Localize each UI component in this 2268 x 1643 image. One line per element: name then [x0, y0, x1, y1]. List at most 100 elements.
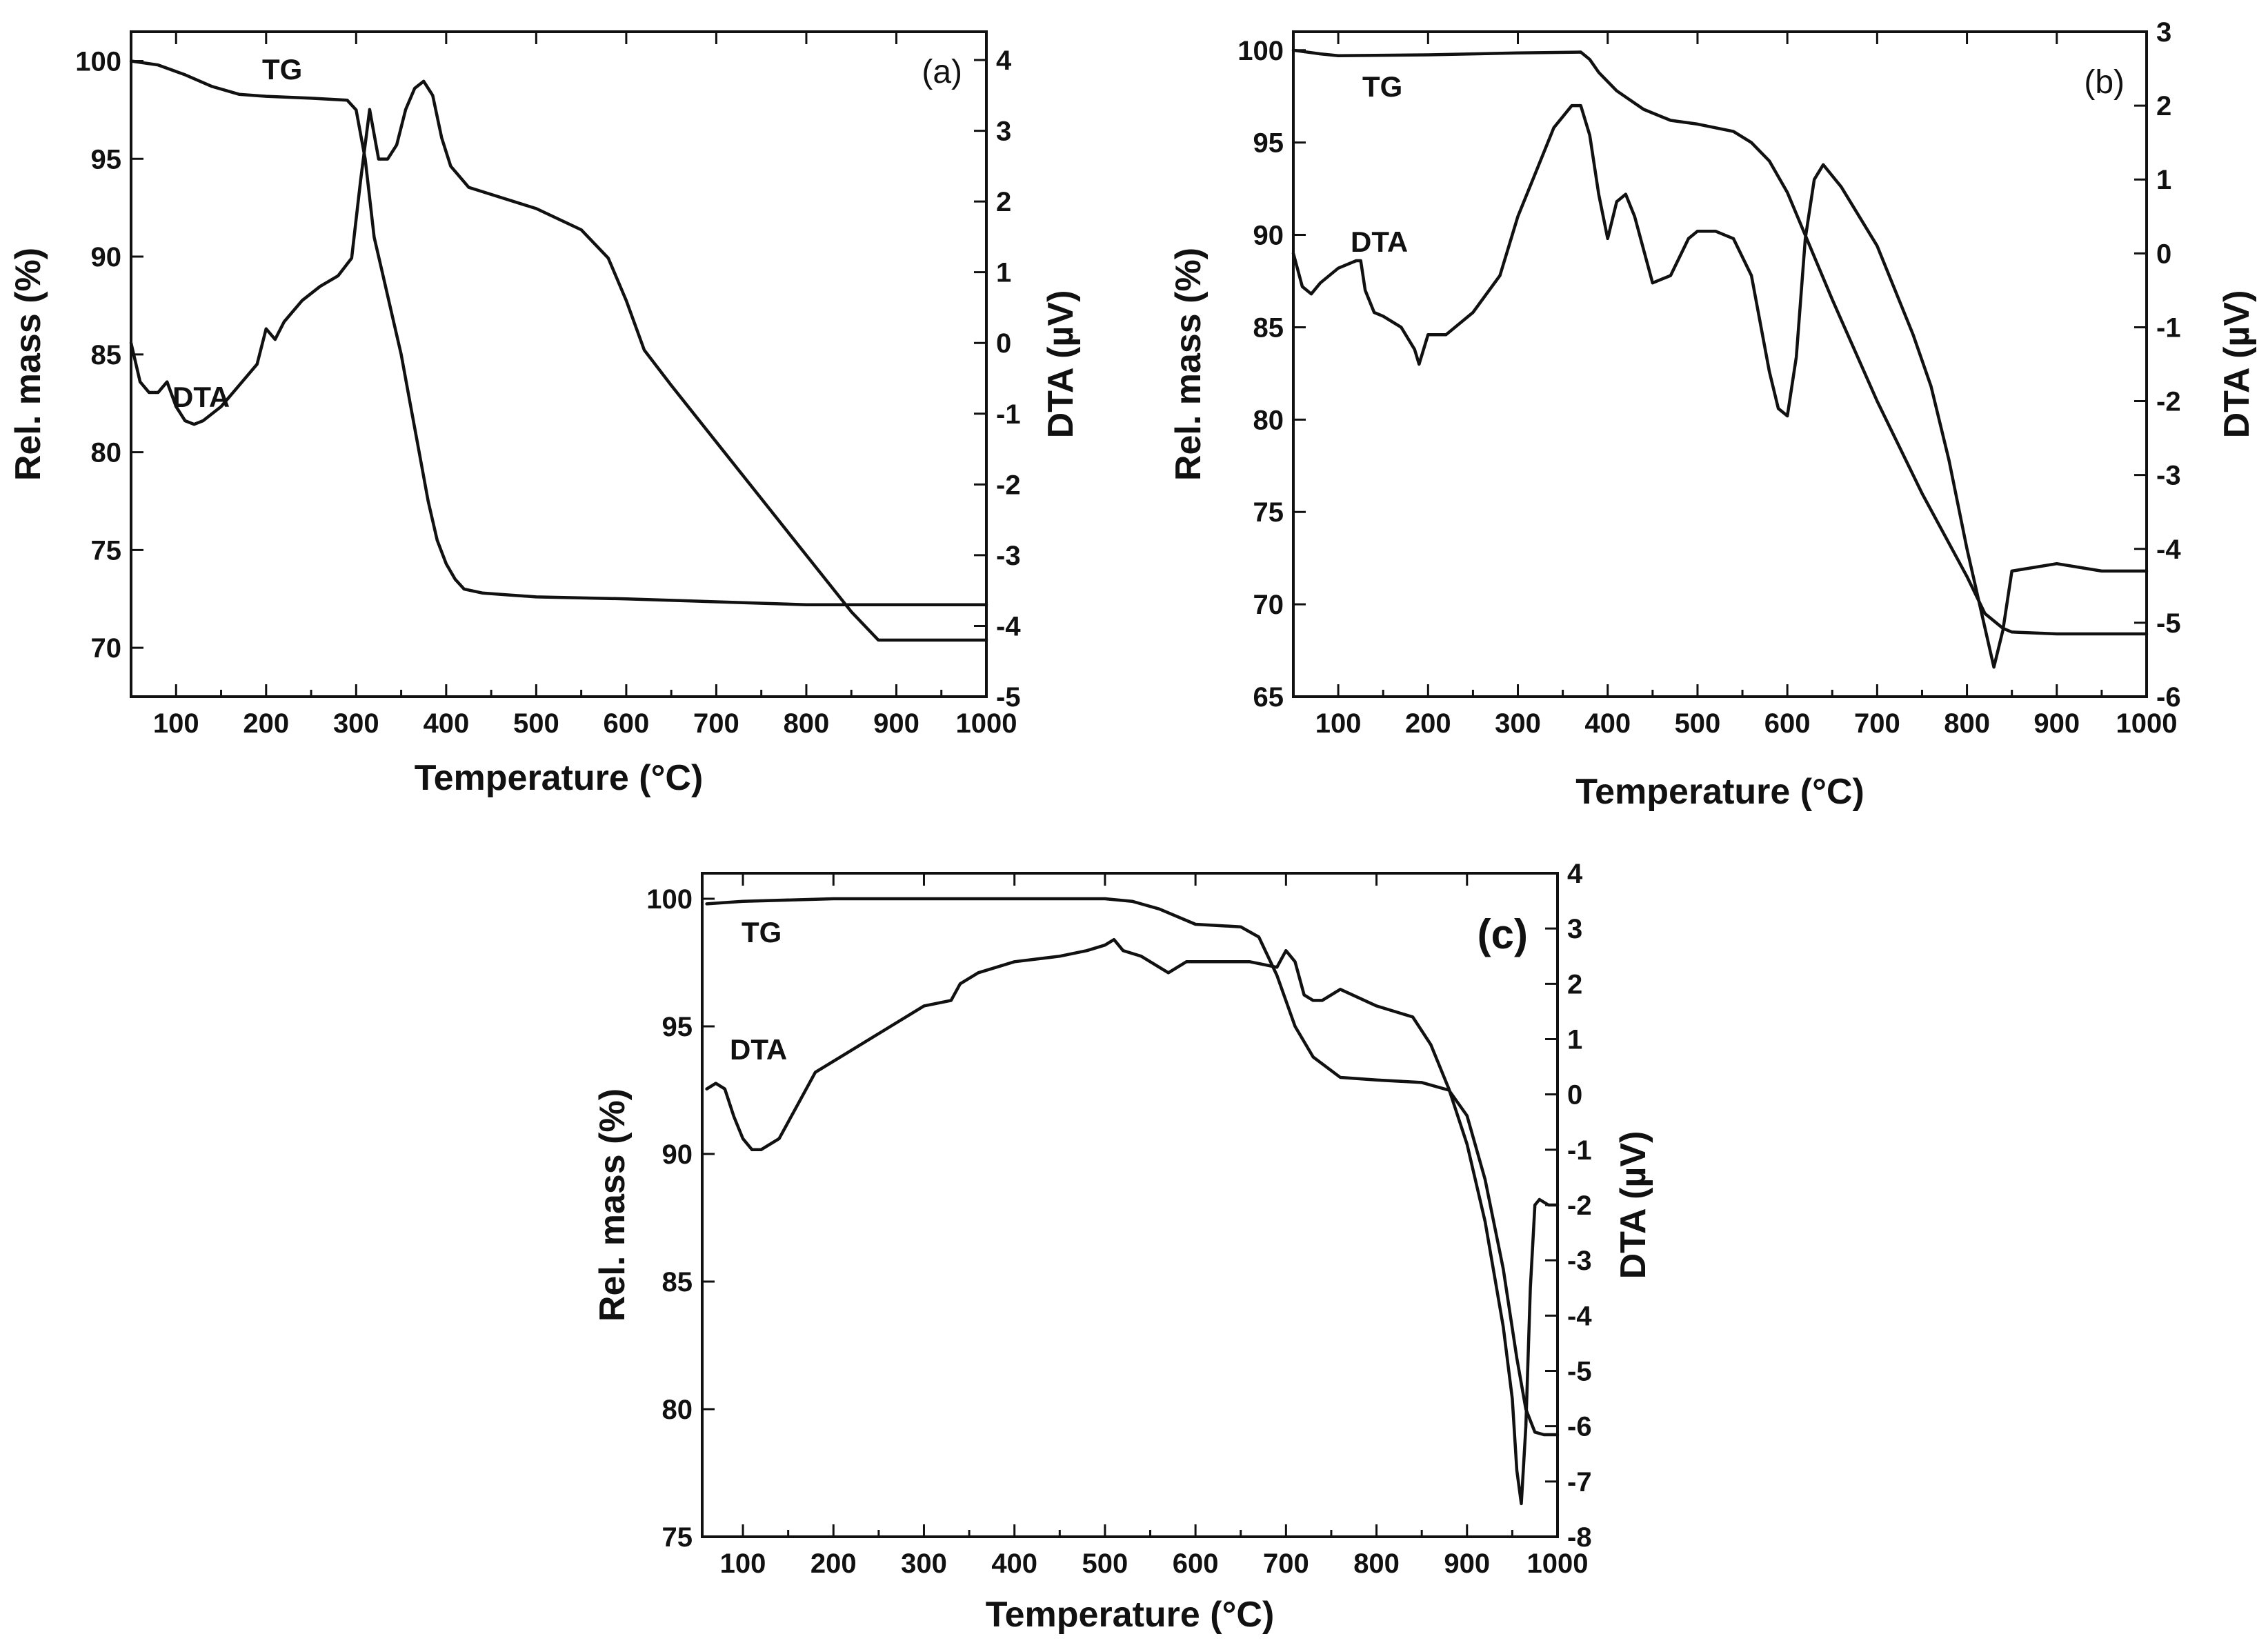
series-line-tg	[129, 59, 988, 606]
series-label-dta: DTA	[1351, 226, 1408, 258]
y2-tick-label: 1	[996, 258, 1011, 288]
x-tick-label: 700	[693, 708, 739, 739]
y-tick-label: 95	[91, 144, 122, 175]
x-axis-title: Temperature (°C)	[1575, 772, 1864, 812]
x-tick-label: 400	[1584, 708, 1631, 739]
y-tick-label: 75	[1253, 497, 1284, 528]
series-label-tg: TG	[262, 53, 302, 86]
panel-label: (b)	[2084, 64, 2125, 101]
y-tick-label: 85	[662, 1267, 693, 1297]
y2-tick-label: -3	[996, 541, 1021, 571]
x-axis-title: Temperature (°C)	[986, 1595, 1275, 1635]
y-tick-label: 90	[91, 242, 122, 272]
series-label-dta: DTA	[730, 1033, 787, 1066]
x-tick-label: 800	[1944, 708, 1990, 739]
y-tick-label: 65	[1253, 682, 1284, 713]
x-tick-label: 1000	[2116, 708, 2178, 739]
x-tick-label: 1000	[1527, 1549, 1589, 1579]
y-axis-title: Rel. mass (%)	[8, 248, 48, 481]
y2-tick-label: -1	[2156, 312, 2181, 343]
y2-tick-label: -3	[1567, 1246, 1592, 1276]
y-tick-label: 85	[91, 340, 122, 370]
x-tick-label: 900	[2033, 708, 2080, 739]
x-tick-label: 300	[1495, 708, 1541, 739]
y2-tick-label: 3	[2156, 17, 2171, 48]
y2-tick-label: 2	[2156, 91, 2171, 121]
series-label-dta: DTA	[172, 381, 230, 413]
y2-tick-label: -5	[2156, 608, 2181, 639]
plot-frame	[130, 30, 988, 698]
y-tick-label: 80	[662, 1395, 693, 1425]
series-line-dta	[1291, 103, 2149, 669]
panel-c: 100 200 300 400 500 600 700 800 900 1000758085909…	[593, 859, 1653, 1635]
y-tick-label: 95	[662, 1012, 693, 1042]
y2-tick-label: -1	[1567, 1135, 1592, 1166]
x-tick-label: 500	[513, 708, 559, 739]
y2-tick-label: 3	[1567, 914, 1582, 944]
y2-axis-title: DTA (µV)	[2217, 290, 2257, 439]
y2-tick-label: -4	[2156, 535, 2181, 565]
panel-label: (c)	[1478, 911, 1528, 957]
y-tick-label: 75	[662, 1522, 693, 1553]
y-axis-title: Rel. mass (%)	[1168, 248, 1208, 481]
y-tick-label: 70	[91, 633, 122, 664]
y-tick-label: 100	[646, 884, 693, 915]
x-tick-label: 200	[1405, 708, 1451, 739]
y-tick-label: 100	[75, 47, 121, 77]
x-tick-label: 200	[243, 708, 289, 739]
y2-tick-label: -2	[1567, 1191, 1592, 1221]
y-tick-label: 90	[1253, 221, 1284, 251]
x-tick-label: 100	[153, 708, 199, 739]
y2-tick-label: 4	[996, 46, 1012, 76]
x-tick-label: 900	[873, 708, 919, 739]
y2-tick-label: -8	[1567, 1522, 1592, 1553]
x-tick-label: 600	[1764, 708, 1811, 739]
y2-tick-label: 1	[2156, 165, 2171, 195]
y2-tick-label: -2	[2156, 387, 2181, 417]
y-tick-label: 80	[91, 438, 122, 468]
y2-tick-label: 3	[996, 117, 1011, 147]
y2-tick-label: 4	[1567, 859, 1583, 889]
y2-tick-label: 1	[1567, 1025, 1582, 1055]
y-tick-label: 80	[1253, 405, 1284, 435]
series-line-tg	[705, 897, 1560, 1437]
y2-tick-label: -6	[2156, 682, 2181, 713]
series-label-tg: TG	[1362, 70, 1402, 103]
y2-tick-label: -2	[996, 470, 1021, 500]
y-tick-label: 90	[662, 1139, 693, 1170]
series-label-tg: TG	[742, 916, 782, 948]
x-tick-label: 400	[423, 708, 469, 739]
x-tick-label: 800	[1353, 1549, 1400, 1579]
x-tick-label: 200	[810, 1549, 857, 1579]
plot-frame	[701, 872, 1559, 1538]
y-tick-label: 95	[1253, 128, 1284, 159]
y2-tick-label: -1	[996, 399, 1021, 430]
series-line-dta	[705, 937, 1560, 1506]
x-tick-label: 800	[784, 708, 830, 739]
x-tick-label: 100	[1315, 708, 1362, 739]
y-tick-label: 100	[1237, 36, 1284, 66]
x-tick-label: 500	[1675, 708, 1721, 739]
y2-tick-label: -4	[1567, 1301, 1592, 1331]
y2-tick-label: 0	[2156, 239, 2171, 269]
x-tick-label: 900	[1444, 1549, 1490, 1579]
series-line-tg	[1291, 48, 2149, 636]
x-tick-label: 600	[604, 708, 650, 739]
y2-tick-label: 0	[996, 328, 1011, 359]
y-tick-label: 70	[1253, 590, 1284, 620]
x-tick-label: 600	[1173, 1549, 1219, 1579]
y2-tick-label: -4	[996, 611, 1021, 641]
y2-tick-label: -5	[996, 682, 1021, 713]
y2-tick-label: 0	[1567, 1080, 1582, 1111]
plot-frame	[1292, 30, 2148, 698]
x-tick-label: 500	[1082, 1549, 1128, 1579]
series-line-dta	[129, 79, 988, 642]
y2-axis-title: DTA (µV)	[1041, 290, 1081, 439]
x-tick-label: 100	[720, 1549, 766, 1579]
panel-a: 100 200 300 400 500 600 700 800 900 1000707580859…	[8, 30, 1081, 798]
x-axis-title: Temperature (°C)	[415, 758, 704, 798]
y2-tick-label: -6	[1567, 1412, 1592, 1442]
x-tick-label: 300	[901, 1549, 947, 1579]
y-tick-label: 85	[1253, 312, 1284, 343]
x-tick-label: 300	[333, 708, 379, 739]
